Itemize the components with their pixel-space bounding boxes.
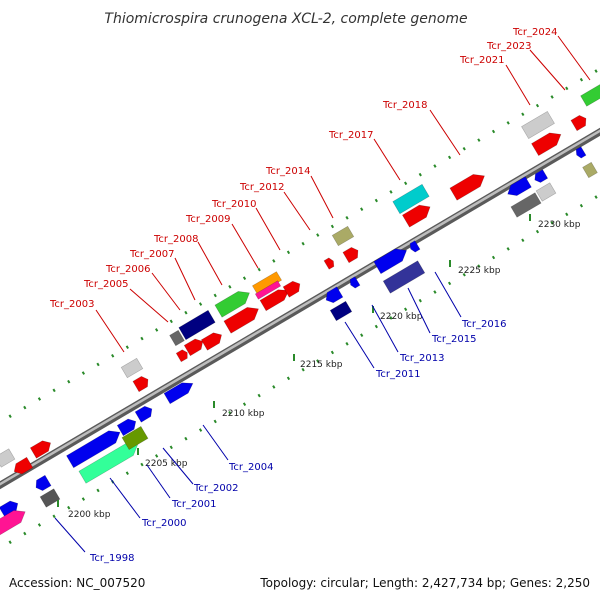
gene-feature xyxy=(582,161,598,179)
gene-feature xyxy=(0,448,16,468)
tick-label: 2205 kbp xyxy=(145,459,188,469)
map-title: Thiomicrospira crunogena XCL-2, complete… xyxy=(104,11,467,27)
gene-feature xyxy=(214,291,250,318)
gene-feature xyxy=(178,309,216,341)
gene-feature xyxy=(349,276,361,289)
gene-feature xyxy=(510,192,542,218)
gene-label: Tcr_2009 xyxy=(185,214,230,225)
gene-label: Tcr_2013 xyxy=(399,353,444,364)
gene-label: Tcr_2024 xyxy=(512,27,557,38)
gene-feature xyxy=(175,349,188,363)
gene-label: Tcr_2018 xyxy=(382,100,427,111)
gene-label: Tcr_2004 xyxy=(228,462,273,473)
gene-feature xyxy=(382,260,426,294)
gene-feature xyxy=(66,430,121,469)
gene-feature xyxy=(254,280,282,300)
gene-feature xyxy=(534,169,549,183)
gene-label: Tcr_2002 xyxy=(193,483,238,494)
gene-label: Tcr_2015 xyxy=(431,334,476,345)
gene-feature xyxy=(535,182,557,202)
gene-feature xyxy=(13,456,34,475)
gene-label: Tcr_2021 xyxy=(459,55,504,66)
gene-feature xyxy=(325,286,344,304)
gene-feature xyxy=(409,240,421,253)
gene-feature xyxy=(282,280,301,298)
gene-feature xyxy=(163,382,194,405)
gene-feature xyxy=(116,418,137,437)
gene-feature xyxy=(169,329,185,347)
gene-feature xyxy=(570,115,587,132)
gene-label: Tcr_2006 xyxy=(105,264,150,275)
gene-features xyxy=(0,84,600,536)
tick-label: 2220 kbp xyxy=(380,312,423,322)
gene-feature xyxy=(575,146,587,159)
gene-feature xyxy=(323,257,335,270)
gene-label: Tcr_2011 xyxy=(375,369,420,380)
gene-feature xyxy=(0,510,26,536)
gene-feature xyxy=(392,183,430,215)
tick-label: 2215 kbp xyxy=(300,360,343,370)
gene-feature xyxy=(120,357,144,379)
gene-feature xyxy=(331,225,355,247)
gene-label: Tcr_2012 xyxy=(239,182,284,193)
gene-feature xyxy=(329,300,353,322)
tick-label: 2225 kbp xyxy=(458,266,501,276)
gene-feature xyxy=(521,110,555,140)
upper-gene-labels: Tcr_2003 Tcr_2005 Tcr_2006 Tcr_2007 Tcr_… xyxy=(49,27,591,353)
lower-gene-labels: Tcr_1998 Tcr_2000 Tcr_2001 Tcr_2002 Tcr_… xyxy=(54,271,506,564)
tick-dot-track xyxy=(0,67,600,424)
gene-label: Tcr_2010 xyxy=(211,199,256,210)
gene-label: Tcr_2016 xyxy=(461,319,506,330)
gene-label: Tcr_2017 xyxy=(328,130,373,141)
gene-feature xyxy=(373,248,408,275)
gene-feature xyxy=(449,174,485,201)
gene-feature xyxy=(134,405,153,423)
gene-label: Tcr_2014 xyxy=(265,166,310,177)
gene-feature xyxy=(183,338,204,357)
gene-label: Tcr_2023 xyxy=(486,41,531,52)
accession-text: Accession: NC_007520 xyxy=(9,576,146,590)
gene-feature xyxy=(39,488,61,508)
gene-feature xyxy=(259,289,290,312)
gene-feature xyxy=(132,376,149,393)
gene-feature xyxy=(200,332,222,351)
tick-label: 2230 kbp xyxy=(538,220,581,230)
tick-dot-track xyxy=(0,193,600,550)
tick-label: 2210 kbp xyxy=(222,409,265,419)
gene-feature xyxy=(507,176,532,196)
gene-feature xyxy=(223,307,259,334)
gene-label: Tcr_2008 xyxy=(153,234,198,245)
genome-backbone xyxy=(0,127,600,490)
gene-label: Tcr_2007 xyxy=(129,249,174,260)
gene-feature xyxy=(342,247,359,264)
gene-label: Tcr_2005 xyxy=(83,279,128,290)
gene-feature xyxy=(401,204,431,228)
gene-feature xyxy=(35,474,52,491)
gene-feature xyxy=(29,440,51,459)
gene-feature xyxy=(121,425,149,451)
gene-label: Tcr_2001 xyxy=(171,499,216,510)
gene-feature xyxy=(531,132,562,157)
gene-label: Tcr_2000 xyxy=(141,518,186,529)
gene-label: Tcr_2003 xyxy=(49,299,94,310)
genome-summary-text: Topology: circular; Length: 2,427,734 bp… xyxy=(260,576,590,590)
position-ticks: 2200 kbp 2205 kbp 2210 kbp 2215 kbp 2220… xyxy=(57,214,581,520)
tick-label: 2200 kbp xyxy=(68,510,111,520)
gene-label: Tcr_1998 xyxy=(89,553,134,564)
gene-feature xyxy=(580,84,600,107)
